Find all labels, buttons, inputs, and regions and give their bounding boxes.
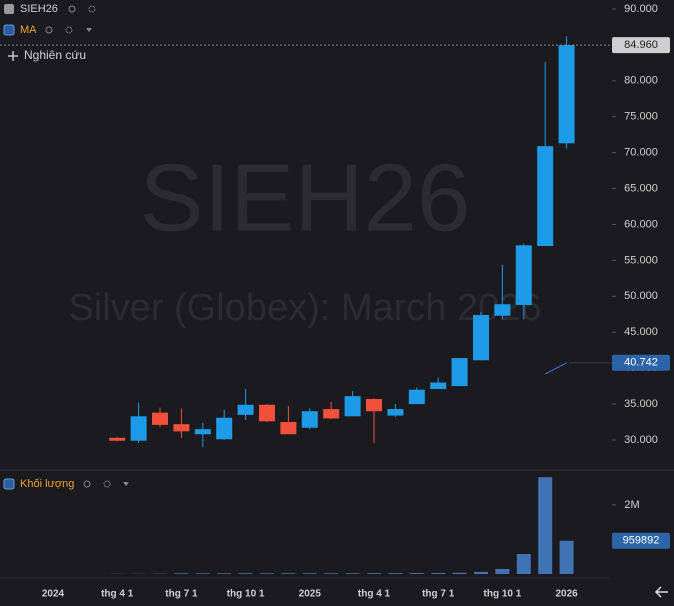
gear-icon[interactable] [103,480,111,488]
volume-bar [388,573,403,574]
ma-label: 40.742 [624,357,658,369]
y-tick-label: 75.000 [624,111,658,123]
study-button[interactable]: Nghiên cứu [24,48,86,62]
volume-bar [367,573,381,574]
volume-bar [516,554,531,574]
y-tick-label: 30.000 [624,434,658,446]
ma-line [544,362,567,375]
y-tick-label: 45.000 [624,326,658,338]
candle-body [216,417,233,440]
dropdown-icon[interactable] [86,28,92,32]
candle-body [494,304,511,316]
candle-body [280,422,297,435]
y-tick-label: 60.000 [624,218,658,230]
volume-bar [452,572,467,574]
last-price-box [612,37,670,54]
candle-body [323,409,340,419]
x-tick-label: thg 4 1 [101,589,134,600]
y-tick-label: 35.000 [624,398,658,410]
volume-bar [495,568,510,574]
volume-label-box [612,532,670,549]
x-tick-label: 2024 [42,589,65,600]
x-tick-label: thg 4 1 [358,589,391,600]
candle-body [366,399,382,412]
volume-bar [238,573,253,574]
x-tick-label: thg 10 1 [227,589,265,600]
volume-bar [324,573,339,574]
volume-bar [195,573,210,574]
volume-bar [474,571,488,574]
volume-bar [431,573,446,574]
y-tick-label: 70.000 [624,147,658,159]
watermark-subtitle: Silver (Globex): March 2026 [68,287,541,329]
watermark: SIEH26 [140,144,471,251]
x-tick-label: 2026 [555,589,578,600]
eye-icon[interactable] [45,26,53,34]
y-tick-label: 2M [624,499,639,511]
volume-bar [174,573,189,574]
legend-checkbox[interactable] [4,4,14,14]
y-tick-label: 50.000 [624,290,658,302]
volume-bar [260,573,274,574]
legend-volume[interactable]: Khối lượng [20,478,74,490]
candle-body [130,416,147,441]
legend-ma[interactable]: MA [20,24,37,36]
candle-body [173,424,190,432]
eye-icon[interactable] [83,480,91,488]
candle-body [152,412,168,425]
volume-label: 959892 [623,535,660,547]
candle-body [408,389,425,405]
y-tick-label: 55.000 [624,254,658,266]
volume-bar [559,540,574,574]
last-price-label: 84.960 [624,39,658,51]
candle-body [558,45,575,144]
candle-body [387,409,404,416]
candle-body [237,404,254,415]
gear-icon[interactable] [88,5,96,13]
candle-body [430,382,447,389]
x-tick-label: thg 7 1 [422,589,455,600]
candle-body [194,429,211,435]
volume-bar [345,573,360,574]
candle-body [301,411,318,428]
legend-checkbox[interactable] [3,24,15,36]
x-tick-label: thg 7 1 [165,589,198,600]
eye-icon[interactable] [68,5,76,13]
volume-bar [281,573,296,574]
volume-bar [538,477,553,574]
y-tick-label: 90.000 [624,3,658,15]
candle-body [344,396,361,417]
candle-body [515,245,532,305]
dropdown-icon[interactable] [123,482,129,486]
gear-icon[interactable] [65,26,73,34]
volume-bar [217,573,232,574]
y-tick-label: 80.000 [624,75,658,87]
x-tick-label: thg 10 1 [484,589,522,600]
legend-symbol[interactable]: SIEH26 [20,3,58,15]
ma-label-box [612,354,670,371]
candle-body [109,437,126,441]
volume-bar [409,573,424,574]
volume-bar [302,573,317,574]
back-arrow[interactable] [654,586,668,598]
legend-checkbox[interactable] [3,478,15,490]
plus-icon[interactable] [8,51,18,61]
candle-body [259,404,275,422]
candle-body [537,146,554,247]
x-tick-label: 2025 [299,589,322,600]
candle-body [451,358,468,387]
y-tick-label: 65.000 [624,182,658,194]
candle-body [473,314,489,361]
